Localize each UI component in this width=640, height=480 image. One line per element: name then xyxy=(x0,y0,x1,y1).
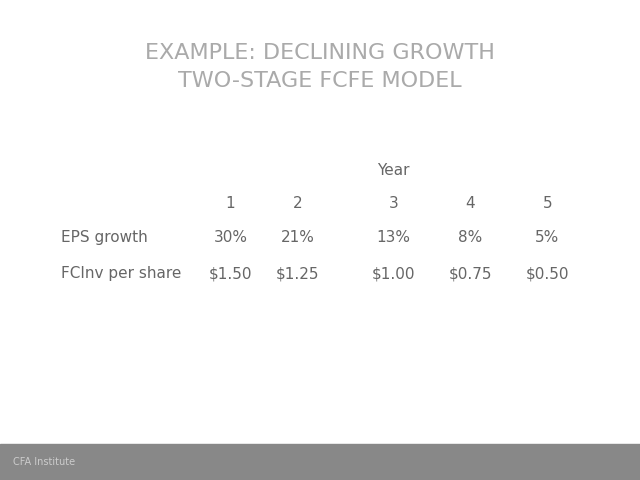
Text: $0.50: $0.50 xyxy=(525,266,569,281)
Bar xyxy=(0,444,640,480)
Text: CFA Institute: CFA Institute xyxy=(13,457,75,467)
Text: 13%: 13% xyxy=(376,230,411,245)
Text: EPS growth: EPS growth xyxy=(61,230,148,245)
Text: 4: 4 xyxy=(465,196,476,212)
Text: $1.50: $1.50 xyxy=(209,266,252,281)
Text: EXAMPLE: DECLINING GROWTH
TWO-STAGE FCFE MODEL: EXAMPLE: DECLINING GROWTH TWO-STAGE FCFE… xyxy=(145,43,495,91)
Text: 1: 1 xyxy=(225,196,236,212)
Text: FCInv per share: FCInv per share xyxy=(61,266,181,281)
Text: 21%: 21% xyxy=(281,230,314,245)
Text: $0.75: $0.75 xyxy=(449,266,492,281)
Text: 5%: 5% xyxy=(535,230,559,245)
Text: $1.00: $1.00 xyxy=(372,266,415,281)
Text: 3: 3 xyxy=(388,196,399,212)
Text: 30%: 30% xyxy=(213,230,248,245)
Text: Year: Year xyxy=(378,163,410,178)
Text: $1.25: $1.25 xyxy=(276,266,319,281)
Text: 8%: 8% xyxy=(458,230,483,245)
Text: 5: 5 xyxy=(542,196,552,212)
Text: 2: 2 xyxy=(292,196,303,212)
